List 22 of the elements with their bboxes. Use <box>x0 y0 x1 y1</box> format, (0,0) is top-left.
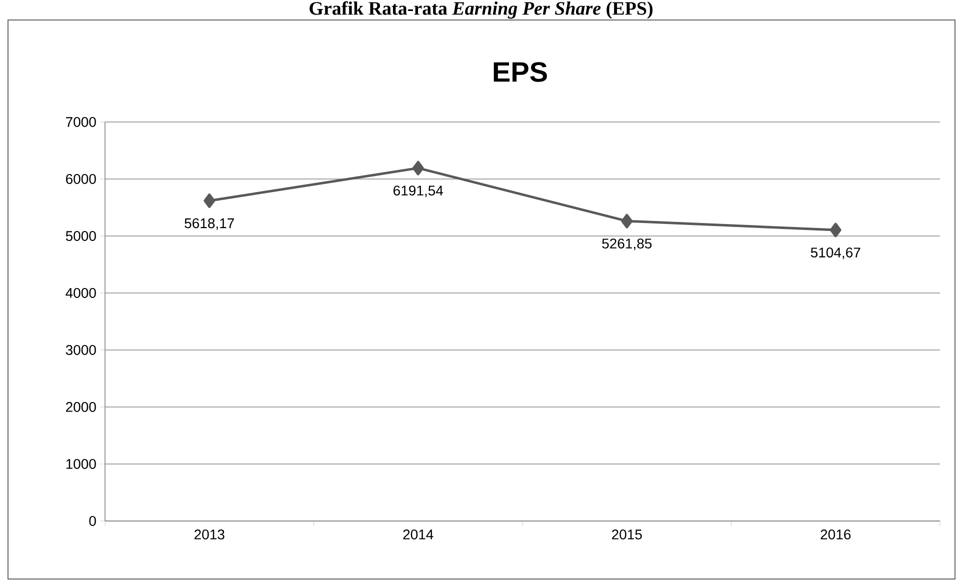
point <box>621 214 633 228</box>
x-tick-label: 2014 <box>403 530 434 540</box>
point <box>204 194 216 208</box>
x-tick-label: 2015 <box>612 530 642 540</box>
chart-title: EPS <box>494 62 547 82</box>
y-tick-label: 1000 <box>66 459 96 469</box>
x-tick-label: 2016 <box>820 530 851 540</box>
y-tick-label: 4000 <box>66 288 96 298</box>
text: Grafik Rata-rata Earning Per Share (EPS) <box>310 1 652 19</box>
x-tick-label: 2013 <box>194 530 224 540</box>
y-tick-label: 6000 <box>66 174 96 184</box>
point <box>412 160 424 176</box>
y-tick-label: 7000 <box>66 117 96 127</box>
data-label: 5104,67 <box>810 248 860 260</box>
point <box>830 222 842 238</box>
data-label: 6191,54 <box>394 186 444 198</box>
y-tick-label: 0 <box>89 516 96 526</box>
data-label: 5618,17 <box>184 218 234 230</box>
data-label: 5261,85 <box>602 238 652 250</box>
y-tick-label: 5000 <box>66 231 96 241</box>
y-tick-label: 3000 <box>66 345 96 355</box>
y-tick-label: 2000 <box>66 402 96 412</box>
